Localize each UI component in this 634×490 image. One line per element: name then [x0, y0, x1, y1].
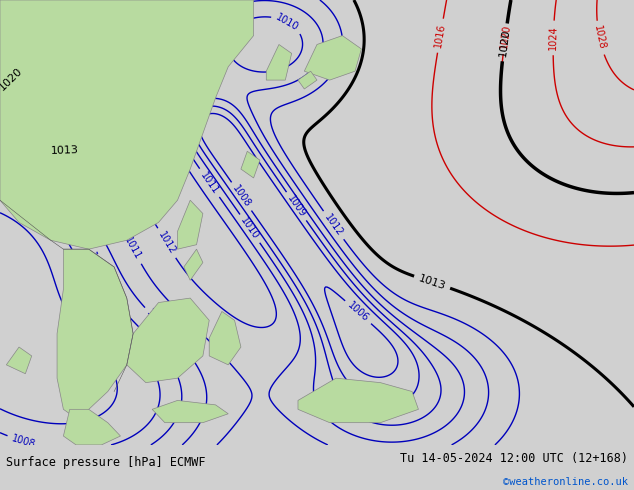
Text: 1011: 1011 — [123, 236, 143, 262]
Text: 1010: 1010 — [145, 308, 169, 332]
Text: 1020: 1020 — [0, 66, 25, 93]
Text: 1008: 1008 — [11, 433, 37, 450]
Text: 1013: 1013 — [417, 273, 447, 291]
Text: Surface pressure [hPa] ECMWF: Surface pressure [hPa] ECMWF — [6, 456, 206, 468]
Text: 1008: 1008 — [230, 184, 253, 209]
Polygon shape — [266, 45, 292, 80]
Text: 1010: 1010 — [275, 12, 301, 33]
Polygon shape — [298, 71, 317, 89]
Polygon shape — [57, 249, 133, 418]
Text: 1012: 1012 — [322, 212, 345, 238]
Text: 1011: 1011 — [198, 170, 221, 196]
Polygon shape — [152, 400, 228, 423]
Polygon shape — [127, 298, 209, 383]
Polygon shape — [209, 312, 241, 365]
Text: 1006: 1006 — [83, 334, 107, 359]
Polygon shape — [184, 249, 203, 280]
Polygon shape — [241, 151, 260, 178]
Text: 1020: 1020 — [499, 24, 512, 49]
Text: 1008: 1008 — [112, 322, 136, 346]
Text: 1010: 1010 — [239, 216, 261, 242]
Polygon shape — [298, 378, 418, 423]
Polygon shape — [304, 36, 361, 80]
Text: 1016: 1016 — [1, 116, 27, 131]
Text: 1013: 1013 — [51, 145, 79, 156]
Polygon shape — [178, 200, 203, 249]
Text: Tu 14-05-2024 12:00 UTC (12+168): Tu 14-05-2024 12:00 UTC (12+168) — [399, 452, 628, 465]
Text: 1020: 1020 — [0, 8, 20, 32]
Text: 1020: 1020 — [498, 28, 512, 57]
Polygon shape — [0, 0, 254, 249]
Text: 1009: 1009 — [86, 251, 106, 277]
Text: 1006: 1006 — [346, 300, 371, 324]
Text: 1016: 1016 — [434, 23, 448, 49]
Text: ©weatheronline.co.uk: ©weatheronline.co.uk — [503, 477, 628, 487]
Text: 1012: 1012 — [156, 230, 178, 256]
Polygon shape — [63, 409, 120, 445]
Polygon shape — [6, 347, 32, 374]
Text: 1009: 1009 — [285, 194, 307, 219]
Text: 1024: 1024 — [548, 25, 559, 50]
Text: 1028: 1028 — [592, 25, 607, 51]
